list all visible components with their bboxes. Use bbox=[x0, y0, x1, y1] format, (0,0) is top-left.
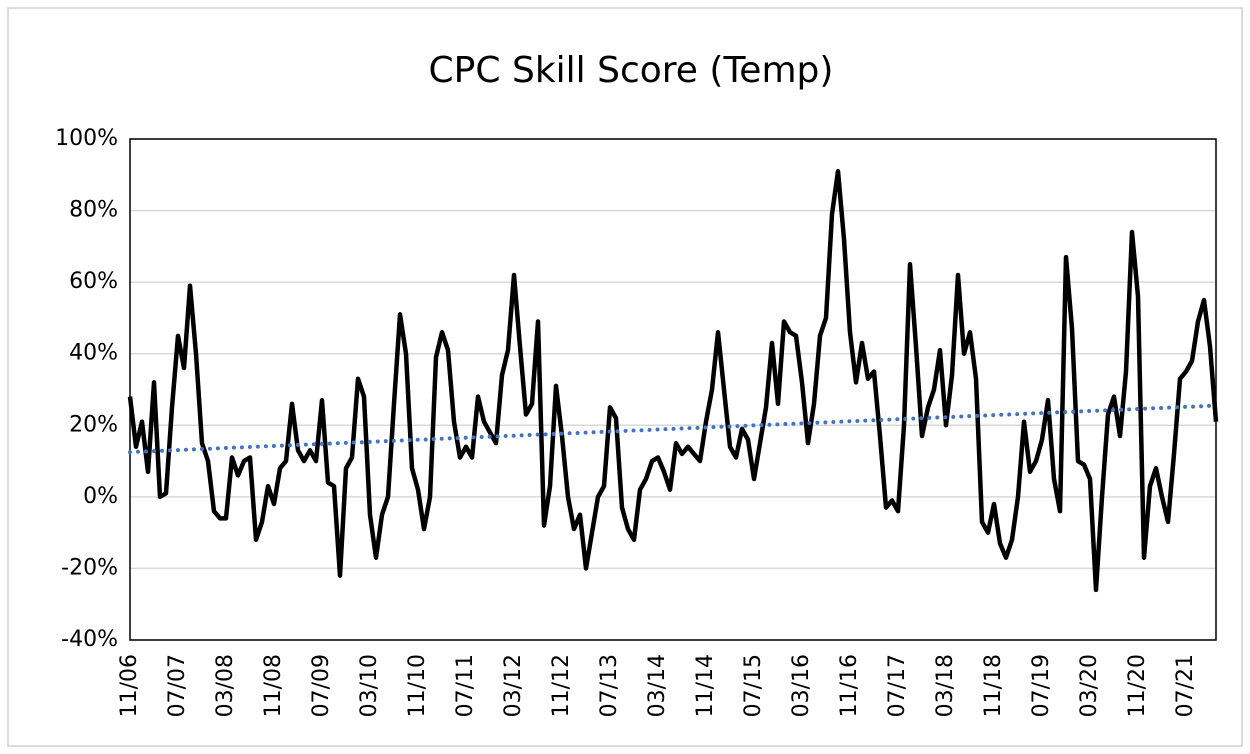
x-tick-label: 11/14 bbox=[693, 654, 718, 717]
x-tick-label: 07/21 bbox=[1173, 654, 1198, 717]
chart-border bbox=[7, 7, 1243, 747]
x-tick-label: 03/20 bbox=[1077, 654, 1102, 717]
x-tick-label: 11/20 bbox=[1125, 654, 1150, 717]
x-tick-label: 03/18 bbox=[933, 654, 958, 717]
x-tick-label: 11/06 bbox=[117, 654, 142, 717]
data-line bbox=[127, 168, 1219, 593]
x-tick-label: 07/11 bbox=[453, 654, 478, 717]
x-tick-label: 07/13 bbox=[597, 654, 622, 717]
x-tick-label: 11/10 bbox=[405, 654, 430, 717]
plot-border bbox=[129, 138, 1217, 641]
x-tick-label: 11/16 bbox=[837, 654, 862, 717]
trendline bbox=[128, 403, 1218, 455]
x-tick-label: 03/10 bbox=[357, 654, 382, 717]
x-tick-label: 03/14 bbox=[645, 654, 670, 717]
x-tick-label: 07/17 bbox=[885, 654, 910, 717]
x-tick-label: 03/16 bbox=[789, 654, 814, 717]
x-tick-label: 07/19 bbox=[1029, 654, 1054, 717]
y-tick-label: 0% bbox=[83, 484, 118, 509]
x-tick-label: 07/15 bbox=[741, 654, 766, 717]
x-tick-label: 11/08 bbox=[261, 654, 286, 717]
x-tick-label: 11/18 bbox=[981, 654, 1006, 717]
x-tick-label: 03/08 bbox=[213, 654, 238, 717]
y-tick-label: 80% bbox=[69, 198, 118, 223]
chart-title: CPC Skill Score (Temp) bbox=[429, 50, 834, 91]
y-tick-label: 60% bbox=[69, 269, 118, 294]
y-tick-label: -20% bbox=[61, 555, 118, 580]
y-tick-label: 40% bbox=[69, 341, 118, 366]
x-tick-label: 07/09 bbox=[309, 654, 334, 717]
y-tick-label: 100% bbox=[55, 126, 118, 151]
y-tick-label: -40% bbox=[61, 627, 118, 652]
x-tick-label: 11/12 bbox=[549, 654, 574, 717]
y-tick-label: 20% bbox=[69, 412, 118, 437]
x-tick-label: 07/07 bbox=[165, 654, 190, 717]
x-tick-label: 03/12 bbox=[501, 654, 526, 717]
